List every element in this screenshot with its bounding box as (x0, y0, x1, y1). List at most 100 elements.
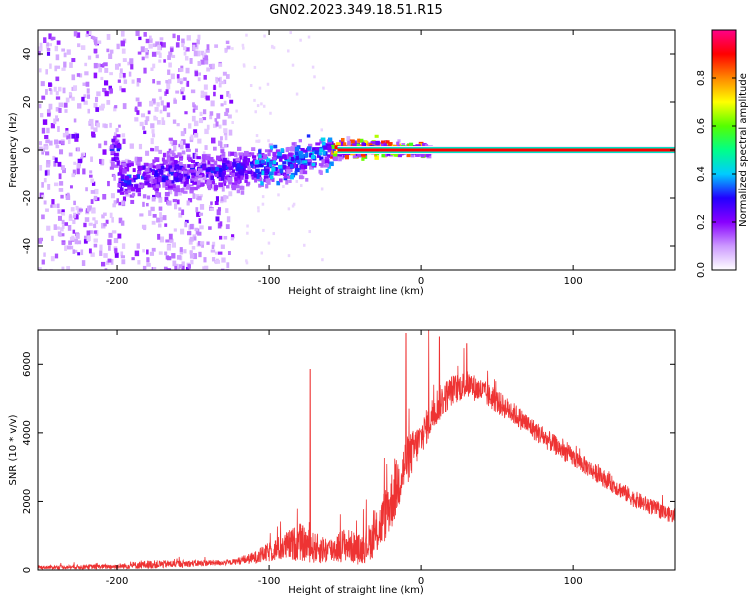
signal-cell (234, 152, 238, 158)
noise-cell (56, 203, 60, 209)
signal-cell (258, 163, 264, 168)
noise-cell (52, 36, 56, 40)
noise-cell (214, 260, 218, 265)
signal-cell (192, 181, 198, 185)
signal-cell (258, 154, 262, 159)
noise-cell (203, 84, 208, 90)
noise-cell (71, 133, 76, 139)
noise-cell (158, 206, 163, 211)
noise-cell (103, 223, 107, 227)
signal-cell (383, 142, 388, 148)
noise-cell (166, 256, 172, 261)
signal-cell (118, 167, 124, 173)
signal-cell (264, 168, 270, 174)
noise-cell (205, 95, 210, 101)
noise-cell (73, 200, 76, 206)
noise-cell (61, 224, 65, 229)
noise-cell (83, 100, 88, 105)
signal-cell (318, 152, 322, 156)
signal-cell (202, 166, 207, 171)
signal-cell (298, 150, 304, 155)
noise-cell (204, 145, 208, 150)
signal-cell (129, 194, 135, 198)
noise-cell (189, 250, 193, 255)
noise-cell (206, 67, 211, 72)
signal-cell (421, 142, 427, 148)
noise-cell (51, 235, 54, 242)
signal-cell (166, 182, 171, 186)
noise-cell (94, 188, 99, 195)
noise-cell (157, 44, 161, 51)
signal-cell (238, 162, 243, 167)
signal-cell (397, 152, 402, 158)
snr-frame (37, 329, 676, 571)
noise-cell (73, 85, 78, 91)
noise-cell (61, 266, 65, 270)
signal-cell (143, 176, 148, 181)
noise-cell (151, 183, 154, 188)
noise-cell (93, 48, 98, 54)
noise-cell (137, 51, 142, 55)
noise-cell (55, 226, 60, 230)
noise-cell (64, 245, 67, 251)
noise-cell (42, 119, 48, 125)
noise-cell (77, 158, 83, 164)
noise-cell (159, 109, 163, 114)
signal-cell (221, 155, 226, 159)
noise-cell (222, 119, 227, 126)
noise-cell (103, 253, 108, 258)
signal-cell (278, 157, 283, 162)
signal-cell (240, 190, 245, 195)
signal-cell (197, 163, 203, 169)
noise-cell (84, 62, 88, 67)
signal-cell (158, 149, 163, 154)
noise-cell (47, 112, 51, 117)
signal-cell (250, 152, 255, 156)
noise-cell (71, 58, 76, 63)
noise-cell (206, 241, 210, 245)
signal-cell (216, 155, 221, 161)
signal-cell (126, 180, 132, 185)
noise-cell (222, 71, 227, 76)
noise-cell (198, 251, 202, 258)
signal-cell (218, 182, 223, 187)
noise-cell (93, 127, 98, 132)
noise-cell (90, 178, 95, 183)
noise-cell (262, 228, 265, 232)
noise-cell (176, 199, 180, 205)
noise-cell (225, 268, 230, 270)
signal-cell (241, 163, 246, 167)
noise-cell (181, 87, 185, 92)
noise-cell (189, 254, 195, 259)
noise-cell (55, 118, 59, 122)
noise-cell (130, 199, 135, 204)
signal-cell (291, 142, 295, 146)
signal-cell (218, 176, 223, 182)
signal-cell (110, 144, 114, 150)
noise-cell (145, 116, 150, 122)
noise-cell (55, 54, 60, 61)
noise-cell (115, 128, 119, 133)
noise-cell (93, 102, 98, 108)
noise-cell (213, 91, 216, 97)
signal-cell (197, 180, 201, 186)
noise-cell (134, 250, 140, 257)
signal-cell (244, 161, 250, 166)
signal-cell (218, 167, 223, 173)
noise-cell (211, 63, 215, 69)
signal-cell (145, 176, 151, 182)
signal-cell (158, 192, 162, 198)
noise-cell (162, 215, 167, 221)
noise-cell (148, 210, 152, 216)
signal-cell (243, 150, 249, 156)
signal-cell (137, 169, 142, 175)
noise-cell (200, 90, 205, 94)
noise-cell (167, 69, 171, 75)
signal-cell (181, 188, 185, 193)
signal-cell (167, 185, 173, 189)
signal-cell (118, 171, 122, 176)
noise-cell (175, 42, 180, 48)
noise-cell (54, 253, 59, 259)
noise-cell (216, 77, 221, 82)
signal-cell (179, 173, 184, 179)
